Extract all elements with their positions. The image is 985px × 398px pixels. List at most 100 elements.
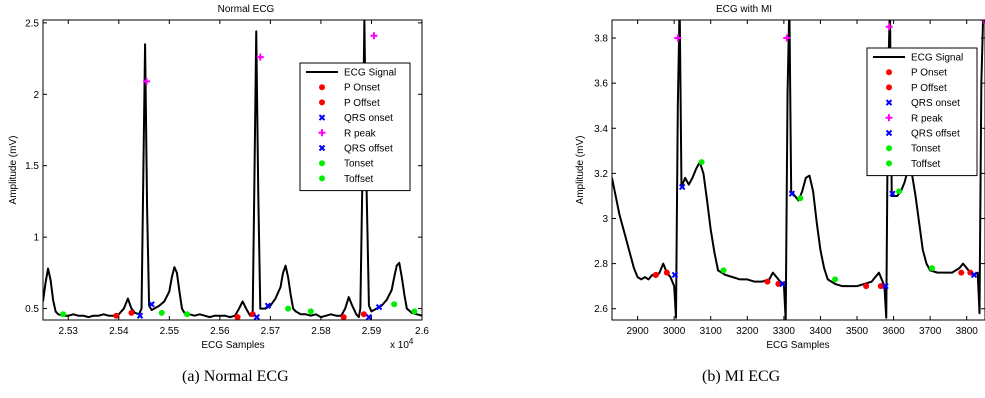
legend-symbol-p-onset-mi [886,69,892,76]
chart-title-mi: ECG with MI [716,4,772,15]
y-tick-label-normal: 1.5 [25,161,39,172]
y-axis-label-normal: Amplitude (mV) [8,136,19,205]
legend-label-qrs-onset-mi: QRS onset [911,98,960,109]
marker-toffset-normal [184,311,191,318]
legend-mi: ECG Signal P Onset P Offset QRS onset R peak… [866,47,978,177]
x-tick-label-normal: 2.57 [261,326,281,337]
x-axis-label-normal: ECG Samples [201,340,264,351]
legend-symbol-tonset-normal [319,160,325,167]
legend-symbol-p-offset-normal [319,99,325,106]
legend-label-p-onset-mi: P Onset [911,68,947,79]
legend-symbol-p-onset-normal [319,84,325,91]
legend-label-ecg-signal-normal: ECG Signal [344,68,396,79]
legend-symbol-toffset-normal [319,175,325,182]
x-multiplier-normal: x 104 [390,337,414,351]
marker-r-peak-mi [980,20,985,24]
caption-normal-ecg: (a) Normal ECG [182,368,289,385]
marker-r-peak-normal [143,77,151,85]
marker-tonset-mi [698,159,705,166]
marker-p-onset-normal [340,314,347,320]
legend-label-r-peak-normal: R peak [344,128,377,139]
marker-p-onset-normal [113,312,120,319]
legend-label-toffset-normal: Toffset [344,174,373,185]
x-tick-label-mi: 3200 [736,326,759,337]
x-tick-label-mi: 3400 [809,326,832,337]
y-tick-label-normal: 2 [33,90,39,101]
marker-qrs-onset-mi [779,280,786,288]
marker-qrs-offset-mi [679,183,686,191]
marker-tonset-normal [158,309,165,316]
marker-toffset-normal [411,308,418,315]
ticks-normal: 2.53 2.54 2.55 2.56 2.57 2.58 2.59 2.6 0.5 1 1.5 2 2… [25,18,429,337]
x-tick-label-normal: 2.55 [160,326,180,337]
legend-label-ecg-signal-mi: ECG Signal [911,53,963,64]
legend-symbol-qrs-offset-normal [318,144,326,152]
x-multiplier-exponent: 4 [409,337,414,346]
x-tick-label-normal: 2.56 [210,326,230,337]
marker-qrs-onset-normal [365,313,373,320]
marker-qrs-onset-normal [136,312,144,319]
legend-symbol-r-peak-mi [885,114,893,122]
marker-tonset-normal [285,305,292,312]
marker-r-peak-normal [370,32,378,40]
x-tick-label-normal: 2.54 [109,326,129,337]
marker-qrs-offset-mi [889,190,896,197]
legend-symbol-p-offset-mi [886,84,892,91]
legend-label-qrs-offset-normal: QRS offset [344,144,393,155]
marker-p-offset-normal [128,309,135,316]
x-axis-label-mi: ECG Samples [766,340,829,351]
x-tick-label-normal: 2.6 [415,326,429,337]
marker-r-peak-normal [256,53,264,61]
legend-symbol-qrs-onset-mi [885,99,893,106]
marker-r-peak-mi [783,34,791,42]
x-tick-label-mi: 3000 [663,326,686,337]
chart-normal-ecg: Normal ECG 2.53 2.54 2.55 2.56 2.57 2.58 2.59 2… [8,4,429,351]
y-tick-label-normal: 1 [33,233,39,244]
legend-box-mi [866,47,978,177]
y-tick-label-mi: 3 [602,214,608,225]
marker-p-onset-normal [234,314,241,320]
x-tick-label-mi: 3800 [956,326,979,337]
y-axis-label-mi: Amplitude (mV) [575,136,586,205]
y-tick-label-mi: 3.2 [594,169,608,180]
y-tick-label-mi: 2.6 [594,304,608,315]
ticks-mi: 2900 3000 3100 3200 3300 3400 3500 3600 3700 3800… [594,20,985,337]
x-tick-label-normal: 2.53 [59,326,79,337]
x-tick-label-mi: 3600 [882,326,905,337]
y-tick-label-mi: 2.8 [594,259,608,270]
legend-label-qrs-offset-mi: QRS offset [911,129,960,140]
legend-label-tonset-mi: Tonset [911,144,941,155]
marker-toffset-mi [832,276,839,283]
legend-symbol-qrs-onset-normal [318,114,326,121]
marker-p-offset-mi [877,283,884,290]
x-tick-label-mi: 2900 [626,326,649,337]
plot-area-mi [612,20,985,320]
marker-tonset-mi [797,195,804,202]
marker-toffset-mi [720,267,727,274]
legend-label-p-onset-normal: P Onset [344,83,380,94]
marker-qrs-onset-mi [671,271,679,279]
y-tick-label-normal: 2.5 [25,18,39,29]
legend-label-p-offset-normal: P Offset [344,98,380,109]
legend-normal: ECG Signal P Onset P Offset QRS onset R peak… [299,62,411,192]
marker-qrs-onset-mi [970,271,978,279]
legend-box-normal [299,62,411,192]
marker-tonset-normal [60,311,67,318]
marker-qrs-onset-mi [882,282,889,290]
marker-qrs-offset-normal [264,302,272,309]
marker-qrs-offset-normal [148,301,155,308]
marker-p-onset-mi [652,271,659,278]
x-tick-label-mi: 3300 [773,326,796,337]
x-tick-label-mi: 3100 [700,326,723,337]
x-tick-label-mi: 3700 [919,326,942,337]
y-tick-label-mi: 3.6 [594,79,608,90]
marker-toffset-normal [307,308,314,315]
marker-p-offset-mi [663,269,670,276]
legend-symbol-qrs-offset-mi [885,129,893,137]
legend-label-qrs-onset-normal: QRS onset [344,113,393,124]
x-tick-label-normal: 2.58 [311,326,331,337]
legend-label-tonset-normal: Tonset [344,159,374,170]
legend-symbol-tonset-mi [886,145,892,152]
marker-toffset-mi [928,265,935,272]
